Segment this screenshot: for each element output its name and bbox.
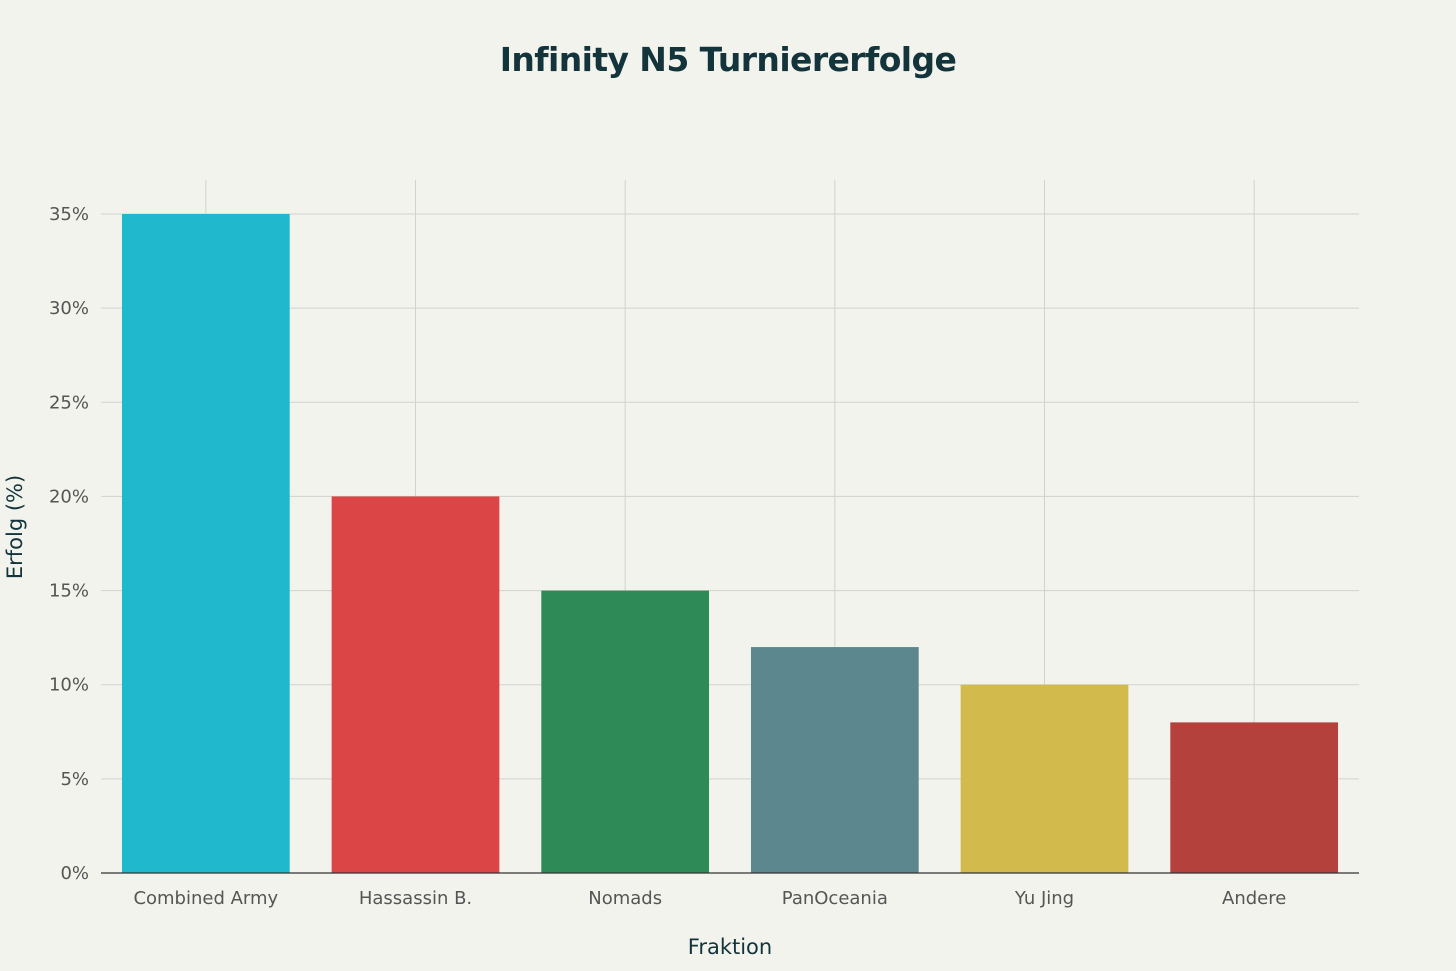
x-tick-label: PanOceania (782, 888, 888, 909)
x-tick-label: Andere (1222, 888, 1286, 909)
axes: 0% 5% 10% 15% 20% 25% 30% 35% Combined Army Hassa… (49, 204, 1359, 909)
x-tick-label: Yu Jing (1014, 888, 1074, 909)
y-tick-label: 30% (49, 298, 89, 319)
bars (121, 214, 1339, 873)
y-tick-label: 0% (60, 863, 89, 884)
bar (331, 496, 500, 873)
bar (541, 590, 710, 873)
y-tick-label: 10% (49, 675, 89, 696)
y-tick-label: 35% (49, 204, 89, 225)
y-tick-label: 25% (49, 392, 89, 413)
y-tick-label: 5% (60, 769, 89, 790)
x-tick-label: Nomads (588, 888, 662, 909)
y-tick-label: 15% (49, 581, 89, 602)
bar (121, 214, 290, 873)
chart-title: Infinity N5 Turniererfolge (500, 40, 957, 79)
x-tick-label: Hassassin B. (359, 888, 472, 909)
x-axis-title: Fraktion (688, 935, 772, 959)
y-axis-title: Erfolg (%) (3, 475, 27, 579)
y-tick-label: 20% (49, 486, 89, 507)
bar (1170, 722, 1339, 873)
x-tick-label: Combined Army (133, 888, 278, 909)
bar (960, 684, 1129, 873)
bar (750, 647, 919, 873)
